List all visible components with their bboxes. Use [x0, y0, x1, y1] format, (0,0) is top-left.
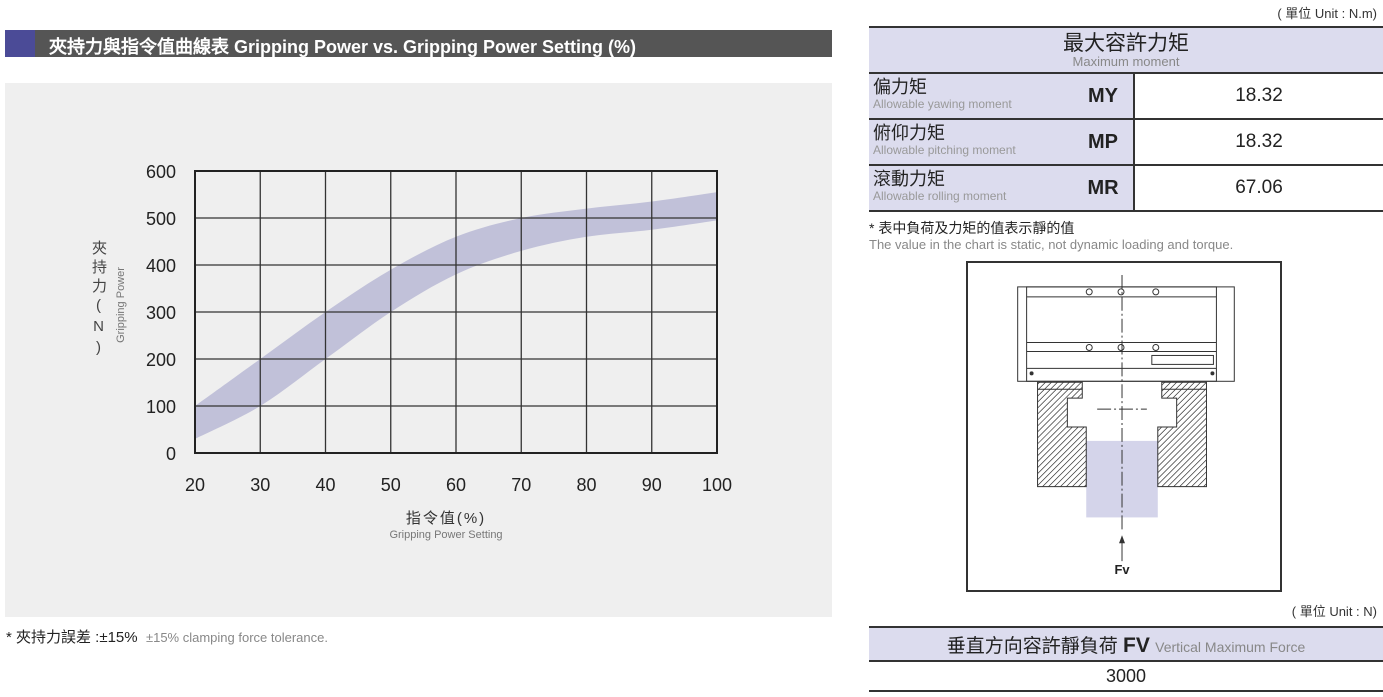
header-accent	[5, 30, 35, 57]
x-tick-label: 30	[250, 475, 270, 495]
force-header: 垂直方向容許靜負荷 FV Vertical Maximum Force	[869, 626, 1383, 662]
table-row: 偏力矩 Allowable yawing moment MY 18.32	[869, 73, 1383, 120]
row-symbol: MY	[1073, 73, 1135, 120]
row-symbol: MP	[1073, 119, 1135, 166]
x-tick-label: 90	[642, 475, 662, 495]
static-note-en: The value in the chart is static, not dy…	[869, 237, 1234, 252]
moment-title-en: Maximum moment	[1072, 53, 1180, 69]
y-tick-label: 200	[146, 350, 176, 370]
row-label-zh: 俯仰力矩	[873, 123, 945, 143]
x-tick-label: 100	[702, 475, 732, 495]
y-tick-label: 400	[146, 256, 176, 276]
force-value: 3000	[869, 661, 1383, 692]
moment-table: 最大容許力矩 Maximum moment 偏力矩 Allowable yawin…	[869, 26, 1383, 212]
x-axis-label: 指令值(%)	[406, 510, 486, 527]
row-label-en: Allowable yawing moment	[873, 97, 1012, 111]
x-tick-label: 70	[511, 475, 531, 495]
gripper-diagram: Fv	[966, 261, 1282, 592]
moment-header: 最大容許力矩 Maximum moment	[869, 26, 1383, 74]
y-tick-label: 0	[166, 444, 176, 464]
force-unit: ( 單位 Unit : N)	[1291, 604, 1377, 619]
gripper-drawing: Fv	[1017, 274, 1235, 577]
force-label: Fv	[1114, 562, 1130, 577]
y-tick-label: 100	[146, 397, 176, 417]
row-value: 18.32	[1134, 73, 1383, 120]
row-symbol: MR	[1073, 165, 1135, 212]
row-label-zh: 偏力矩	[873, 77, 927, 97]
tolerance-note: * 夾持力誤差 :±15% ±15% clamping force tolera…	[6, 626, 328, 647]
x-tick-label: 20	[185, 475, 205, 495]
static-note-zh: * 表中負荷及力矩的值表示靜的值	[869, 220, 1075, 236]
row-value: 67.06	[1134, 165, 1383, 212]
force-table: 垂直方向容許靜負荷 FV Vertical Maximum Force 3000	[869, 626, 1383, 692]
left-jaw	[1037, 381, 1087, 488]
y-tick-label: 600	[146, 162, 176, 182]
right-jaw	[1157, 381, 1207, 488]
x-tick-label: 40	[315, 475, 335, 495]
x-tick-label: 60	[446, 475, 466, 495]
y-axis-label: 夾持力(N)	[90, 240, 107, 360]
gripping-power-chart: 20 30 40 50 60 70 80 90 100 0 100 200 300 400 500 600 指令…	[115, 162, 732, 541]
row-value: 18.32	[1134, 119, 1383, 166]
y-tick-label: 500	[146, 209, 176, 229]
section-header: 夾持力與指令值曲線表 Gripping Power vs. Gripping P…	[5, 30, 832, 57]
row-label-en: Allowable pitching moment	[873, 143, 1016, 157]
force-title-zh: 垂直方向容許靜負荷	[946, 635, 1118, 657]
force-title-en: Vertical Maximum Force	[1155, 638, 1306, 655]
table-row: 俯仰力矩 Allowable pitching moment MP 18.32	[869, 119, 1383, 166]
arrow-head-icon	[1119, 535, 1125, 544]
force-title-symbol: FV	[1123, 633, 1150, 657]
row-label-zh: 滾動力矩	[873, 169, 945, 189]
tolerance-en: ±15% clamping force tolerance.	[145, 630, 328, 645]
tolerance-zh: * 夾持力誤差 :±15%	[6, 629, 138, 646]
gripper-body	[1017, 286, 1235, 382]
x-tick-label: 50	[381, 475, 401, 495]
x-tick-label: 80	[576, 475, 596, 495]
plot-frame	[194, 170, 718, 454]
x-axis-label-en: Gripping Power Setting	[389, 529, 502, 541]
section-title: 夾持力與指令值曲線表 Gripping Power vs. Gripping P…	[49, 37, 637, 57]
moment-title-zh: 最大容許力矩	[1063, 31, 1189, 55]
table-row: 滾動力矩 Allowable rolling moment MR 67.06	[869, 165, 1383, 212]
moment-unit: ( 單位 Unit : N.m)	[1277, 6, 1377, 21]
y-tick-label: 300	[146, 303, 176, 323]
y-axis-label-en: Gripping Power	[115, 267, 127, 343]
row-label-en: Allowable rolling moment	[873, 189, 1007, 203]
